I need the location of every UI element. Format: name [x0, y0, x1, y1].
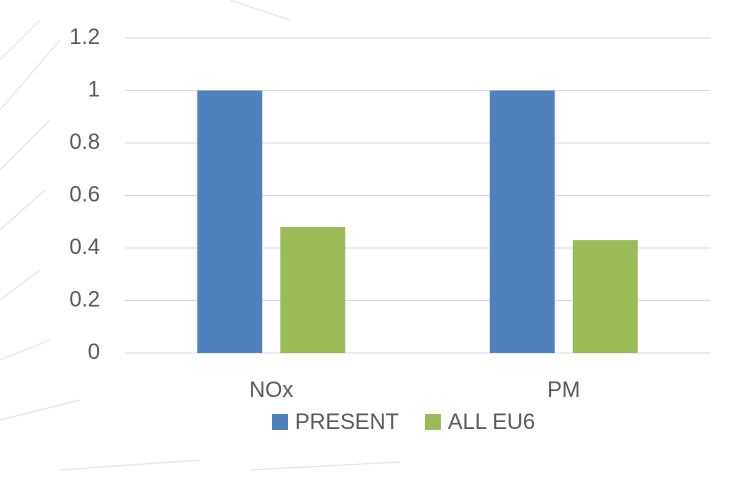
legend-label: PRESENT [295, 409, 399, 434]
legend-label: ALL EU6 [448, 409, 535, 434]
bar [572, 240, 638, 353]
y-tick-label: 1.2 [69, 24, 100, 49]
y-tick-label: 0.4 [69, 234, 100, 259]
y-tick-label: 0 [88, 339, 100, 364]
x-tick-label: NOx [249, 377, 293, 402]
y-tick-label: 0.6 [69, 181, 100, 206]
bar [197, 90, 263, 353]
background-decoration [0, 0, 401, 471]
y-tick-label: 0.8 [69, 129, 100, 154]
x-tick-label: PM [547, 377, 580, 402]
legend-swatch [272, 414, 288, 430]
y-tick-label: 1 [88, 76, 100, 101]
legend-swatch [424, 414, 441, 430]
y-tick-label: 0.2 [69, 286, 100, 311]
bar [280, 227, 346, 353]
bar [489, 90, 555, 353]
